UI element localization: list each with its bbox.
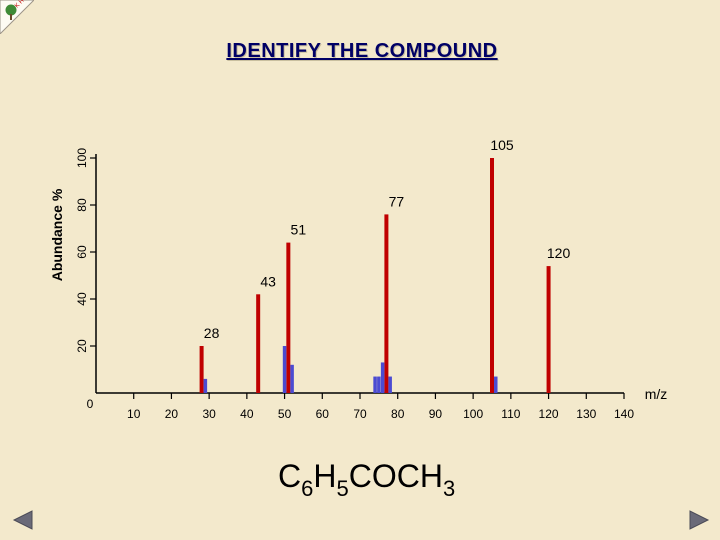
minor-peak-bar xyxy=(388,376,392,393)
y-tick-label: 80 xyxy=(75,198,89,212)
page-title: IDENTIFY THE COMPOUND xyxy=(226,40,498,62)
triangle-right-icon xyxy=(689,510,710,530)
y-tick-label: 20 xyxy=(75,339,89,353)
x-tick-label: 50 xyxy=(278,407,292,421)
major-peak-bar xyxy=(546,266,551,393)
x-tick-label: 70 xyxy=(353,407,367,421)
y-tick-label: 60 xyxy=(75,245,89,259)
formula-part: COCH xyxy=(348,458,443,494)
major-peak-bar xyxy=(384,214,389,393)
x-tick-label: 60 xyxy=(316,407,330,421)
x-tick-label: 30 xyxy=(202,407,216,421)
knockhardy-logo: K H xyxy=(0,0,34,34)
formula-subscript: 6 xyxy=(301,476,314,501)
formula-part: C xyxy=(278,458,302,494)
previous-slide-button[interactable] xyxy=(12,510,34,530)
peak-label: 105 xyxy=(490,137,514,153)
x-tick-label: 100 xyxy=(463,407,483,421)
x-tick-label: 110 xyxy=(501,407,520,421)
major-peak-bar xyxy=(286,242,291,393)
major-peak-bar xyxy=(490,158,494,393)
major-peak-bar xyxy=(256,294,261,393)
x-axis-title: m/z xyxy=(645,386,668,402)
x-tick-label: 120 xyxy=(539,407,559,421)
peak-label: 120 xyxy=(547,245,571,261)
x-tick-label: 130 xyxy=(576,407,596,421)
minor-peak-bar xyxy=(494,376,498,393)
peak-label: 77 xyxy=(389,193,405,209)
x-tick-label: 90 xyxy=(429,407,443,421)
logo-tree-icon xyxy=(5,4,17,16)
x-tick-label: 20 xyxy=(165,407,179,421)
x-tick-label: 80 xyxy=(391,407,405,421)
minor-peak-bar xyxy=(373,376,377,393)
peak-label: 28 xyxy=(204,325,220,341)
y-tick-label: 100 xyxy=(75,148,89,168)
x-tick-label: 10 xyxy=(127,407,141,421)
triangle-left-icon xyxy=(12,510,33,530)
minor-peak-bar xyxy=(377,376,381,393)
minor-peak-bar xyxy=(203,378,208,393)
x-tick-label: 40 xyxy=(240,407,254,421)
next-slide-button[interactable] xyxy=(688,510,710,530)
peak-label: 51 xyxy=(291,222,307,238)
y-axis-title: Abundance % xyxy=(49,188,65,281)
peak-label: 43 xyxy=(260,273,276,289)
formula-subscript: 5 xyxy=(336,476,349,501)
x-tick-label: 140 xyxy=(614,407,634,421)
origin-label: 0 xyxy=(87,397,94,411)
minor-peak-bar xyxy=(282,346,287,393)
formula-subscript: 3 xyxy=(442,476,456,501)
minor-peak-bar xyxy=(290,364,294,393)
formula-part: H xyxy=(313,458,337,494)
molecular-formula: C6H5COCH3 xyxy=(278,458,455,502)
y-tick-label: 40 xyxy=(75,292,89,306)
minor-peak-bar xyxy=(380,362,385,393)
svg-text:K H: K H xyxy=(14,0,25,9)
major-peak-bar xyxy=(199,346,204,393)
